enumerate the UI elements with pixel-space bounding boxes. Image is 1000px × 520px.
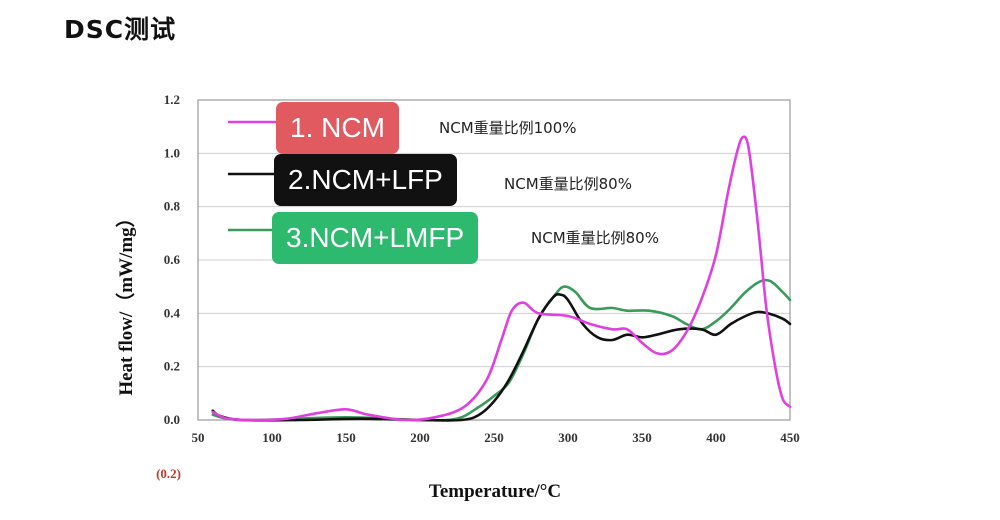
dsc-chart: 0.0 0.2 0.4 0.6 0.8 1.0 1.2 50 100 150 200 250 300 35… <box>90 86 820 514</box>
x-tick-label: 400 <box>706 430 726 445</box>
y-axis-title: Heat flow/（mW/mg） <box>114 208 137 395</box>
page-title: DSC测试 <box>64 15 177 44</box>
legend-badge-ncm-lfp: 2.NCM+LFP <box>274 154 457 206</box>
legend-badge-ncm: 1. NCM <box>276 102 399 154</box>
legend-note-ncm-lmfp: NCM重量比例80% <box>531 229 659 247</box>
x-tick-label: 450 <box>780 430 800 445</box>
legend-note-ncm: NCM重量比例100% <box>439 119 577 137</box>
y-tick-label: 0.8 <box>164 199 181 214</box>
x-tick-label: 100 <box>262 430 282 445</box>
x-tick-label: 350 <box>632 430 652 445</box>
dsc-chart-svg: 0.0 0.2 0.4 0.6 0.8 1.0 1.2 50 100 150 200 250 300 35… <box>114 92 800 502</box>
y-tick-label: 0.6 <box>164 252 181 267</box>
x-axis-title: Temperature/°C <box>429 481 561 502</box>
x-tick-label: 300 <box>558 430 578 445</box>
y-tick-label: 1.2 <box>164 92 180 107</box>
y-tick-label: 0.0 <box>164 412 180 427</box>
y-tick-label: 1.0 <box>164 145 180 160</box>
x-tick-label: 200 <box>410 430 430 445</box>
y-extra-label: (0.2) <box>156 466 181 481</box>
y-tick-label: 0.2 <box>164 359 180 374</box>
series-layer <box>211 120 792 422</box>
axis-layer: 0.0 0.2 0.4 0.6 0.8 1.0 1.2 50 100 150 200 250 300 35… <box>164 92 800 445</box>
x-tick-label: 150 <box>336 430 356 445</box>
x-tick-label: 250 <box>484 430 504 445</box>
x-tick-label: 50 <box>192 430 205 445</box>
series-line-1 <box>211 135 792 422</box>
legend-badge-ncm-lmfp: 3.NCM+LMFP <box>272 212 479 264</box>
plot-frame <box>197 99 791 421</box>
y-tick-label: 0.4 <box>164 305 181 320</box>
series-line-3 <box>211 278 792 422</box>
legend-note-ncm-lfp: NCM重量比例80% <box>504 175 632 193</box>
